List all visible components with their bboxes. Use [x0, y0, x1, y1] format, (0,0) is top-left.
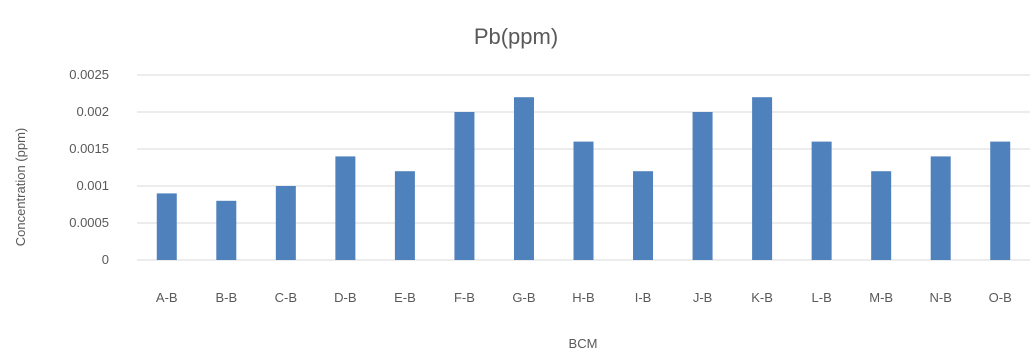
x-tick-label: M-B: [869, 290, 893, 305]
y-tick-label: 0.001: [76, 178, 109, 193]
bar-L-B: [811, 141, 832, 260]
x-tick-label: O-B: [989, 290, 1012, 305]
y-tick-label: 0.0005: [69, 215, 109, 230]
y-axis-label: Concentration (ppm): [13, 128, 28, 247]
bar-D-B: [335, 156, 356, 260]
bar-J-B: [692, 112, 713, 260]
x-tick-label: A-B: [156, 290, 178, 305]
x-tick-label: F-B: [454, 290, 475, 305]
bar-M-B: [871, 171, 892, 260]
bar-C-B: [275, 186, 296, 260]
bar-O-B: [990, 141, 1011, 260]
x-axis-label: BCM: [569, 336, 598, 351]
bar-E-B: [394, 171, 415, 260]
x-tick-label: K-B: [751, 290, 773, 305]
x-axis-ticks: A-B B-B C-B D-B E-B F-B G-B H-B I-B J-B K-B L-B M-B N…: [156, 290, 1012, 305]
x-tick-label: G-B: [512, 290, 535, 305]
x-tick-label: D-B: [334, 290, 356, 305]
x-tick-label: I-B: [635, 290, 652, 305]
x-tick-label: N-B: [930, 290, 952, 305]
chart-title: Pb(ppm): [474, 24, 558, 49]
bars: [156, 97, 1011, 260]
x-tick-label: B-B: [215, 290, 237, 305]
bar-B-B: [216, 200, 237, 260]
bar-G-B: [513, 97, 534, 260]
x-tick-label: J-B: [693, 290, 713, 305]
bar-K-B: [752, 97, 773, 260]
bar-A-B: [156, 193, 177, 260]
y-tick-label: 0.0025: [69, 67, 109, 82]
x-tick-label: E-B: [394, 290, 416, 305]
x-tick-label: C-B: [275, 290, 297, 305]
bar-F-B: [454, 112, 475, 260]
y-tick-label: 0.0015: [69, 141, 109, 156]
x-tick-label: L-B: [812, 290, 832, 305]
bar-N-B: [930, 156, 951, 260]
x-tick-label: H-B: [572, 290, 594, 305]
bar-I-B: [633, 171, 654, 260]
y-tick-label: 0.002: [76, 104, 109, 119]
y-axis-ticks: 0 0.0005 0.001 0.0015 0.002 0.0025: [69, 67, 109, 267]
y-tick-label: 0: [102, 252, 109, 267]
bar-H-B: [573, 141, 594, 260]
